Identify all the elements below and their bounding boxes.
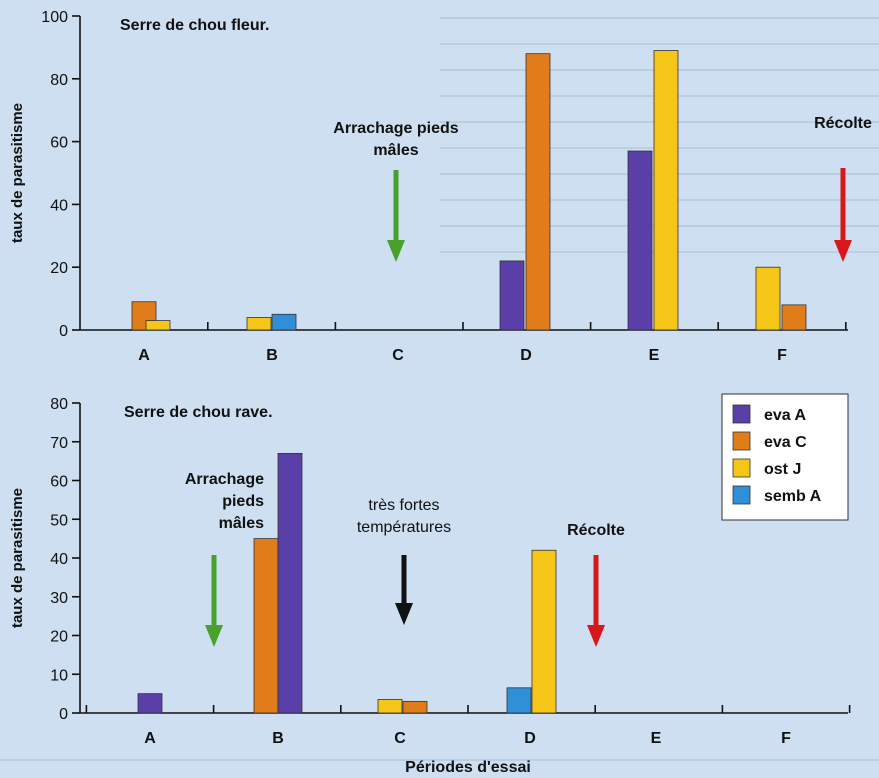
annotation-text: pieds (222, 493, 264, 510)
annotation-text: Arrachage pieds (333, 120, 458, 137)
annotation-text: Récolte (567, 522, 625, 539)
legend-label: semb A (764, 488, 822, 505)
bar-eva-c (402, 700, 428, 714)
y-tick-label: 40 (50, 197, 68, 214)
y-tick-label: 80 (50, 72, 68, 89)
chart-title: Serre de chou rave. (124, 404, 273, 421)
y-tick-label: 20 (50, 629, 68, 646)
x-category-label: B (266, 347, 278, 364)
x-category-label: B (272, 730, 284, 747)
legend-label: eva C (764, 434, 807, 451)
legend-swatch (732, 485, 751, 505)
x-category-label: A (144, 730, 156, 747)
y-tick-label: 50 (50, 512, 68, 529)
x-category-label: C (392, 347, 404, 364)
annotation-text: mâles (219, 515, 264, 532)
y-tick-label: 80 (50, 396, 68, 413)
y-tick-label: 70 (50, 435, 68, 452)
bar-ost-j (531, 549, 557, 714)
down-arrow-icon (387, 240, 405, 262)
x-axis-title: Périodes d'essai (405, 759, 531, 776)
y-axis-title: taux de parasitisme (9, 488, 26, 628)
y-tick-label: 100 (41, 9, 68, 26)
y-tick-label: 0 (59, 706, 68, 723)
legend-swatch (732, 458, 751, 478)
bar-eva-a (137, 693, 163, 714)
down-arrow-icon (205, 625, 223, 647)
bar-ost-j (755, 266, 781, 331)
x-category-label: A (138, 347, 150, 364)
bar-eva-c (781, 304, 807, 331)
legend-swatch (732, 404, 751, 424)
x-category-label: D (524, 730, 536, 747)
down-arrow-icon (834, 240, 852, 262)
chart-legend: eva A eva C ost J semb A (721, 393, 849, 521)
x-category-label: C (394, 730, 406, 747)
bar-eva-c (253, 538, 279, 714)
annotation-text: mâles (373, 142, 418, 159)
bar-ost-j (653, 50, 679, 331)
y-tick-label: 40 (50, 551, 68, 568)
bar-eva-a (499, 260, 525, 331)
x-category-label: D (520, 347, 532, 364)
annotation-text: très fortes (368, 497, 439, 514)
chart-title: Serre de chou fleur. (120, 17, 269, 34)
bar-eva-a (277, 452, 303, 714)
bar-semb-a (271, 313, 297, 331)
down-arrow-icon (587, 625, 605, 647)
x-category-label: F (777, 347, 787, 364)
y-axis-title: taux de parasitisme (9, 103, 26, 243)
y-tick-label: 60 (50, 135, 68, 152)
x-category-label: E (651, 730, 662, 747)
legend-swatch (732, 431, 751, 451)
bar-ost-j (145, 320, 171, 331)
bar-eva-c (525, 53, 551, 331)
y-tick-label: 20 (50, 260, 68, 277)
x-category-label: E (649, 347, 660, 364)
annotation-text: Récolte (814, 115, 872, 132)
bar-ost-j (377, 699, 403, 714)
x-category-label: F (781, 730, 791, 747)
bar-eva-a (627, 150, 653, 331)
y-tick-label: 0 (59, 323, 68, 340)
down-arrow-icon (395, 603, 413, 625)
annotation-text: Arrachage (185, 471, 264, 488)
y-tick-label: 30 (50, 590, 68, 607)
legend-label: eva A (764, 407, 807, 424)
y-tick-label: 60 (50, 474, 68, 491)
bar-semb-a (506, 687, 532, 714)
legend-label: ost J (764, 461, 801, 478)
y-tick-label: 10 (50, 667, 68, 684)
bar-ost-j (246, 317, 272, 331)
annotation-text: températures (357, 519, 451, 536)
